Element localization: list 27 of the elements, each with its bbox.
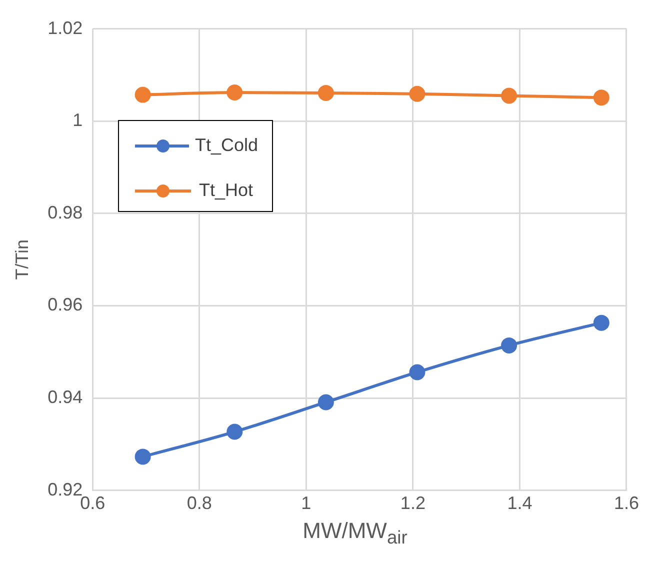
legend-label: Tt_Hot — [199, 180, 254, 201]
x-tick-label: 0.8 — [186, 493, 212, 514]
y-tick-label: 0.94 — [48, 387, 83, 408]
legend-label: Tt_Cold — [194, 135, 258, 156]
point — [318, 394, 334, 410]
x-tick-label: 1.6 — [614, 493, 640, 514]
point — [226, 424, 243, 440]
y-axis-title: T/Tin — [12, 239, 32, 280]
y-tick-label: 0.96 — [48, 294, 83, 315]
point — [134, 448, 151, 465]
point — [318, 84, 334, 101]
x-tick-label: 0.6 — [80, 493, 106, 514]
point — [501, 337, 518, 354]
x-tick-label: 1.2 — [400, 493, 426, 514]
point — [226, 84, 243, 100]
x-axis-title: MW/MW$_{air}$ — [302, 518, 408, 548]
y-tick-label: 1 — [72, 110, 83, 130]
point — [409, 364, 426, 380]
point — [409, 86, 426, 102]
x-tick-label: 1 — [301, 493, 312, 514]
point — [134, 86, 151, 103]
y-tick-label: 1.02 — [48, 18, 83, 38]
y-tick-label: 0.98 — [48, 202, 83, 222]
point — [593, 314, 610, 331]
x-tick-label: 1.4 — [507, 493, 532, 514]
point — [593, 90, 610, 106]
point — [501, 88, 518, 104]
